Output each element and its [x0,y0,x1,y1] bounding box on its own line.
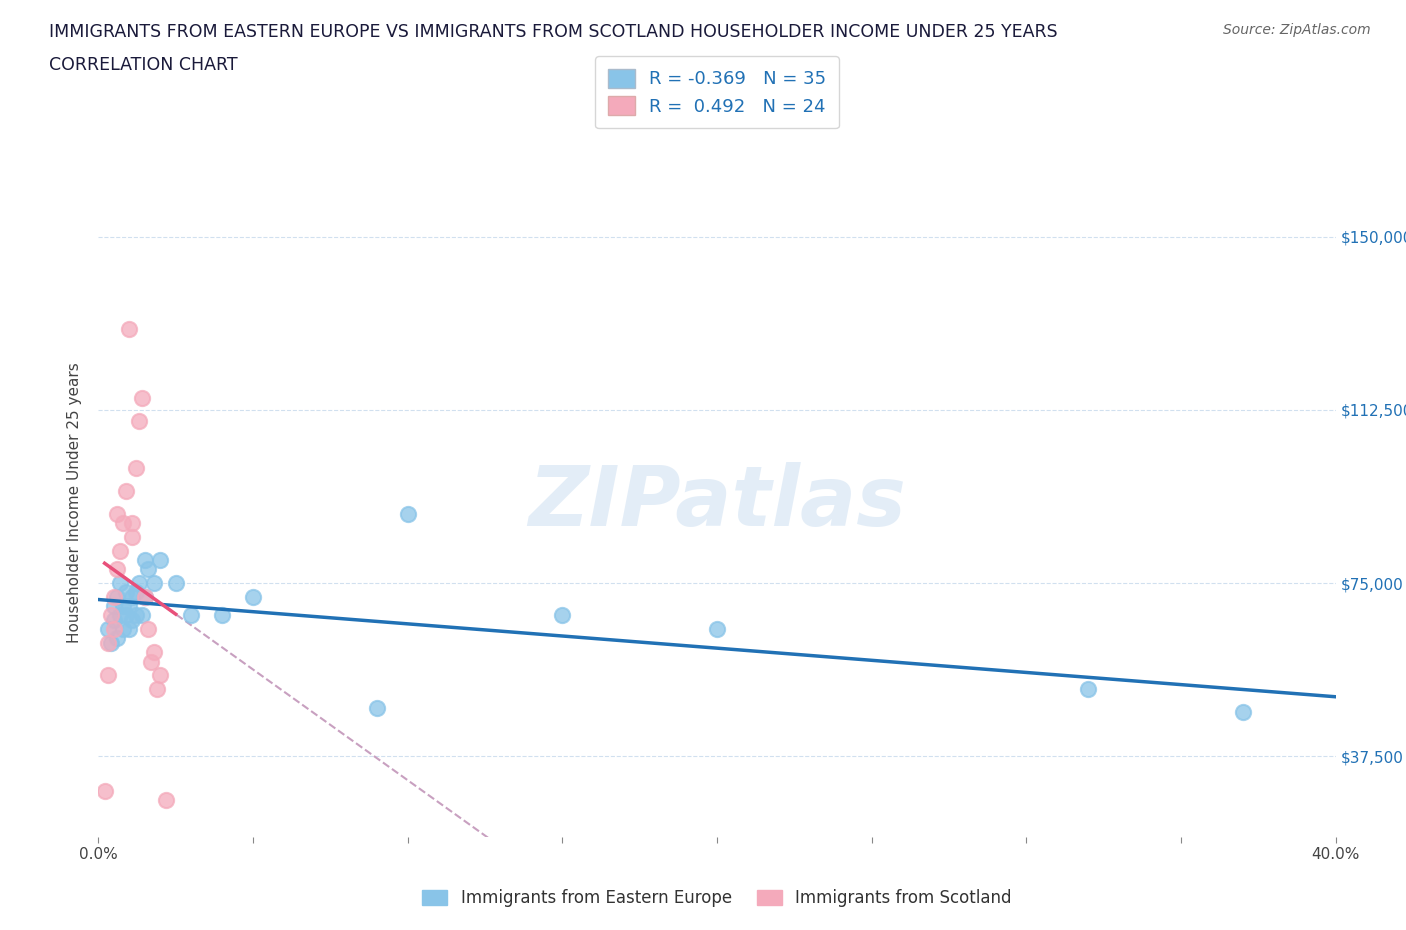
Point [108,608,131,623]
Point [97,635,120,650]
Point [100,635,122,650]
Point [128,414,150,429]
Point [115,484,138,498]
Point [1077,682,1099,697]
Point [551,608,574,623]
Point [103,622,125,637]
Point [149,668,172,683]
Text: ZIPatlas: ZIPatlas [529,461,905,543]
Point [103,590,125,604]
Point [97,668,120,683]
Point [128,576,150,591]
Point [366,700,388,715]
Point [118,622,141,637]
Point [131,391,153,405]
Y-axis label: Householder Income Under 25 years: Householder Income Under 25 years [67,362,83,643]
Point [124,608,146,623]
Point [108,543,131,558]
Point [97,622,120,637]
Point [165,576,187,591]
Point [134,590,156,604]
Point [100,608,122,623]
Point [112,622,135,637]
Point [118,322,141,337]
Point [146,682,169,697]
Point [115,608,138,623]
Point [124,585,146,600]
Point [1232,705,1254,720]
Text: Source: ZipAtlas.com: Source: ZipAtlas.com [1223,23,1371,37]
Point [105,631,128,645]
Point [121,613,143,628]
Legend: Immigrants from Eastern Europe, Immigrants from Scotland: Immigrants from Eastern Europe, Immigran… [415,881,1019,916]
Point [149,552,172,567]
Point [108,576,131,591]
Point [136,622,159,637]
Point [105,562,128,577]
Point [136,562,159,577]
Point [121,529,143,544]
Point [105,590,128,604]
Text: CORRELATION CHART: CORRELATION CHART [49,56,238,73]
Point [103,613,125,628]
Point [143,644,166,659]
Point [155,792,177,807]
Point [396,506,419,521]
Point [211,608,233,623]
Point [180,608,202,623]
Text: IMMIGRANTS FROM EASTERN EUROPE VS IMMIGRANTS FROM SCOTLAND HOUSEHOLDER INCOME UN: IMMIGRANTS FROM EASTERN EUROPE VS IMMIGR… [49,23,1057,41]
Point [242,590,264,604]
Point [134,552,156,567]
Point [115,585,138,600]
Point [112,515,135,530]
Point [121,515,143,530]
Point [112,599,135,614]
Point [131,608,153,623]
Point [93,783,115,798]
Point [103,599,125,614]
Point [124,460,146,475]
Point [118,599,141,614]
Point [706,622,728,637]
Point [121,590,143,604]
Point [139,654,162,669]
Point [134,590,156,604]
Point [143,576,166,591]
Point [105,506,128,521]
